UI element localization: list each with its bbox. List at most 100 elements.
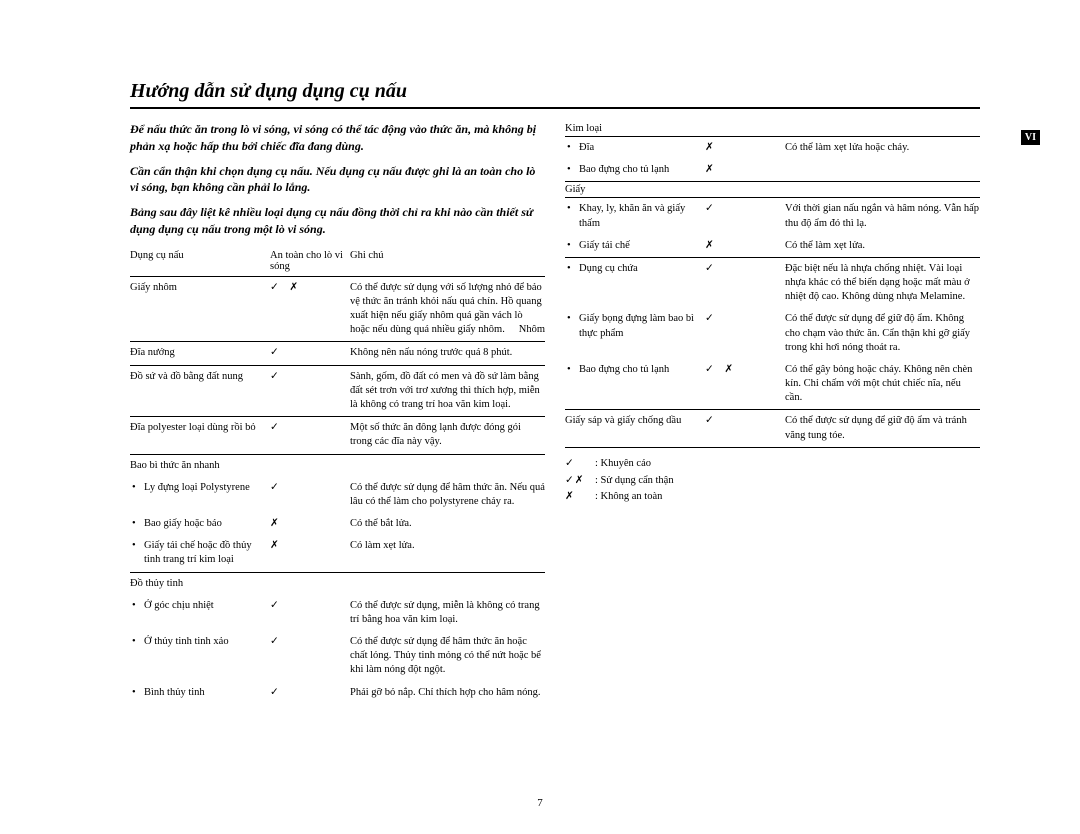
cell-note: Có thể làm xẹt lửa hoặc cháy.: [785, 141, 980, 155]
cell-note: Một số thức ăn đông lạnh được đóng gói t…: [350, 421, 545, 449]
cell-safe: ✓: [270, 370, 350, 413]
cell-name: Đĩa polyester loại dùng rồi bỏ: [130, 421, 270, 449]
table-row: Bao đựng cho tủ lạnh ✓ ✗ Có thể gây bỏng…: [565, 359, 980, 411]
content-columns: Để nấu thức ăn trong lò vi sóng, vi sóng…: [130, 121, 980, 704]
cell-name: Giấy sáp và giấy chống dầu: [565, 414, 705, 442]
cell-safe: ✓ ✗: [270, 281, 350, 338]
table-row: Đĩa nướng ✓ Không nên nấu nóng trước quá…: [130, 342, 545, 365]
cell-safe: ✓: [705, 414, 785, 442]
table-row: Giấy nhôm ✓ ✗ Có thể được sử dụng với số…: [130, 277, 545, 343]
cell-safe: ✓: [705, 262, 785, 305]
cell-note: Có thể được sử dụng, miễn là không có tr…: [350, 599, 545, 627]
cell-name: Bao đựng cho tủ lạnh: [565, 363, 705, 406]
cell-safe: ✓: [270, 599, 350, 627]
cell-name: Đồ sứ và đồ bằng đất nung: [130, 370, 270, 413]
legend-row: ✓ : Khuyên cáo: [565, 456, 980, 473]
cell-note: [785, 163, 980, 177]
table-row: Giấy tái chế hoặc đồ thủy tinh trang trí…: [130, 535, 545, 572]
cell-safe: ✗: [270, 539, 350, 567]
x-icon: ✗: [565, 489, 595, 506]
table-row: Giấy bọng đựng làm bao bì thực phẩm ✓ Có…: [565, 308, 980, 359]
cell-safe: ✗: [705, 141, 785, 155]
cell-note: Có thể được sử dụng để hâm thức ăn. Nếu …: [350, 481, 545, 509]
table-row: Dụng cụ chứa ✓ Đặc biệt nếu là nhựa chốn…: [565, 258, 980, 309]
cell-safe: ✓: [270, 346, 350, 360]
group-header: Bao bì thức ăn nhanh: [130, 455, 545, 477]
cell-name: Giấy bọng đựng làm bao bì thực phẩm: [565, 312, 705, 355]
note-text: Có thể được sử dụng với số lượng nhỏ để …: [350, 282, 542, 336]
cell-note: Đặc biệt nếu là nhựa chống nhiệt. Vài lo…: [785, 262, 980, 305]
cell-name: Đĩa: [565, 141, 705, 155]
legend-text: : Sử dụng cẩn thận: [595, 473, 980, 490]
left-column: Để nấu thức ăn trong lò vi sóng, vi sóng…: [130, 121, 545, 704]
table-row: Bao giấy hoặc báo ✗ Có thể bắt lửa.: [130, 513, 545, 535]
group-name: Bao bì thức ăn nhanh: [130, 459, 270, 473]
cell-safe: ✗: [705, 239, 785, 253]
page-title: Hướng dẫn sử dụng dụng cụ nấu: [130, 80, 980, 109]
table-row: Đĩa ✗ Có thể làm xẹt lửa hoặc cháy.: [565, 137, 980, 159]
section-metal: Kim loại: [565, 121, 980, 137]
cell-safe: ✗: [705, 163, 785, 177]
cell-name: Khay, ly, khăn ăn và giấy thấm: [565, 202, 705, 230]
cell-safe: ✓ ✗: [705, 363, 785, 406]
cell-name: Bình thủy tinh: [130, 686, 270, 700]
cell-safe: ✓: [270, 421, 350, 449]
section-paper: Giấy: [565, 182, 980, 198]
group-name: Đồ thủy tinh: [130, 577, 270, 591]
cell-note: Có thể được sử dụng để giữ độ ẩm và trán…: [785, 414, 980, 442]
check-icon: ✓: [565, 456, 595, 473]
cell-safe: ✓: [705, 202, 785, 230]
table-row: Khay, ly, khăn ăn và giấy thấm ✓ Với thờ…: [565, 198, 980, 234]
cell-note: Có thể làm xẹt lửa.: [785, 239, 980, 253]
legend-row: ✓✗ : Sử dụng cẩn thận: [565, 473, 980, 490]
cell-name: Bao giấy hoặc báo: [130, 517, 270, 531]
check-x-icon: ✓✗: [565, 473, 595, 490]
cell-safe: ✓: [705, 312, 785, 355]
intro-p3: Bảng sau đây liệt kê nhiều loại dụng cụ …: [130, 204, 545, 238]
table-row: Giấy tái chế ✗ Có thể làm xẹt lửa.: [565, 235, 980, 258]
cell-safe: ✗: [270, 517, 350, 531]
cell-note: Với thời gian nấu ngắn và hâm nóng. Vẫn …: [785, 202, 980, 230]
cell-safe: ✓: [270, 686, 350, 700]
legend-row: ✗ : Không an toàn: [565, 489, 980, 506]
th-safe: An toàn cho lò vi sóng: [270, 250, 350, 272]
cell-note: Có thể được sử dụng để giữ độ ẩm. Không …: [785, 312, 980, 355]
language-badge: VI: [1021, 130, 1040, 145]
cell-note: Không nên nấu nóng trước quá 8 phút.: [350, 346, 545, 360]
cell-safe: ✓: [270, 481, 350, 509]
table-row: Ở thủy tinh tinh xảo ✓ Có thể được sử dụ…: [130, 631, 545, 682]
group-header: Đồ thủy tinh: [130, 573, 545, 595]
table-row: Bình thủy tinh ✓ Phải gỡ bỏ nắp. Chỉ thí…: [130, 682, 545, 704]
legend-text: : Khuyên cáo: [595, 456, 980, 473]
th-cookware: Dụng cụ nấu: [130, 250, 270, 272]
page-number: 7: [0, 797, 1080, 809]
cell-name: Đĩa nướng: [130, 346, 270, 360]
cell-name: Giấy tái chế: [565, 239, 705, 253]
cell-name: Dụng cụ chứa: [565, 262, 705, 305]
cell-note: Có thể bắt lửa.: [350, 517, 545, 531]
cell-name: Ở góc chịu nhiệt: [130, 599, 270, 627]
legend-text: : Không an toàn: [595, 489, 980, 506]
cell-note: Có thể được sử dụng với số lượng nhỏ để …: [350, 281, 545, 338]
intro-p2: Cần cẩn thận khi chọn dụng cụ nấu. Nếu d…: [130, 163, 545, 197]
cell-name: Ly đựng loại Polystyrene: [130, 481, 270, 509]
cell-note: Có làm xẹt lửa.: [350, 539, 545, 567]
right-column: Kim loại Đĩa ✗ Có thể làm xẹt lửa hoặc c…: [565, 121, 980, 704]
cell-name: Giấy nhôm: [130, 281, 270, 338]
cell-note: Sành, gốm, đồ đất có men và đồ sứ làm bằ…: [350, 370, 545, 413]
cell-safe: ✓: [270, 635, 350, 678]
th-note: Ghi chú: [350, 250, 545, 272]
cell-name: Giấy tái chế hoặc đồ thủy tinh trang trí…: [130, 539, 270, 567]
table-row: Đĩa polyester loại dùng rồi bỏ ✓ Một số …: [130, 417, 545, 454]
table-row: Ly đựng loại Polystyrene ✓ Có thể được s…: [130, 477, 545, 513]
cell-note: Phải gỡ bỏ nắp. Chỉ thích hợp cho hâm nó…: [350, 686, 545, 700]
table-header: Dụng cụ nấu An toàn cho lò vi sóng Ghi c…: [130, 246, 545, 277]
table-row: Giấy sáp và giấy chống dầu ✓ Có thể được…: [565, 410, 980, 447]
table-row: Đồ sứ và đồ bằng đất nung ✓ Sành, gốm, đ…: [130, 366, 545, 418]
note-sub: Nhôm: [519, 323, 545, 337]
cell-name: Ở thủy tinh tinh xảo: [130, 635, 270, 678]
cell-note: Có thể gây bỏng hoặc cháy. Không nên chè…: [785, 363, 980, 406]
cell-note: Có thể được sử dụng để hâm thức ăn hoặc …: [350, 635, 545, 678]
intro-p1: Để nấu thức ăn trong lò vi sóng, vi sóng…: [130, 121, 545, 155]
table-row: Bao đựng cho tủ lạnh ✗: [565, 159, 980, 182]
